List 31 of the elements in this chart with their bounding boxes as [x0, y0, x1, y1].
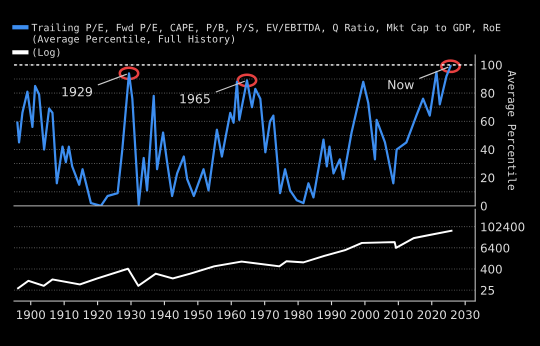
x-tick-label: 1990	[318, 310, 346, 320]
x-tick-label: 1970	[250, 310, 279, 320]
x-tick-label: 2020	[418, 310, 446, 320]
legend-label: (Log)	[33, 48, 60, 58]
legend-label: Trailing P/E, Fwd P/E, CAPE, P/B, P/S, EV/EBITDA, Q Ratio, Mkt Cap to GDP, RoE (Average Percentile, Full History)	[32, 24, 500, 45]
annotation: 1929	[62, 86, 92, 96]
y-tick-label: 400	[480, 264, 502, 274]
x-tick-label: 2000	[350, 310, 380, 320]
annotation: 1965	[180, 94, 210, 104]
x-tick-label: 2010	[384, 310, 413, 320]
x-tick-label: 2030	[451, 310, 480, 320]
line-series	[17, 230, 452, 290]
y-tick-label: 0	[480, 202, 487, 211]
y-tick-label: 80	[480, 88, 494, 98]
x-tick-label: 1950	[184, 310, 212, 320]
x-tick-label: 1960	[218, 310, 246, 320]
y-tick-label: 60	[480, 117, 494, 126]
y-tick-label: 25	[480, 286, 494, 295]
y-tick-label: 102400	[481, 222, 524, 232]
x-tick-label: 1940	[150, 310, 179, 320]
y-tick-label: 6400	[480, 244, 510, 253]
annotation: Now	[388, 80, 414, 90]
y-tick-label: 40	[480, 145, 494, 154]
x-tick-label: 1900	[17, 310, 45, 320]
y-axis-title: Average Percentile	[506, 70, 516, 190]
y-tick-label: 100	[481, 60, 502, 70]
x-tick-label: 1920	[84, 310, 112, 320]
x-tick-label: 1930	[117, 310, 146, 320]
y-tick-label: 20	[480, 173, 494, 182]
x-tick-label: 1910	[50, 310, 78, 320]
x-tick-label: 1980	[284, 310, 312, 320]
